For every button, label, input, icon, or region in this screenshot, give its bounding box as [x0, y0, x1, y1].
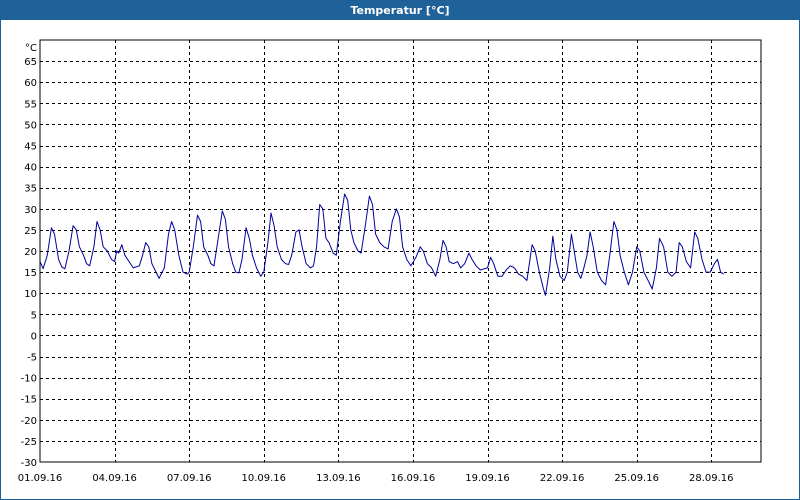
- y-tick-label: 35: [24, 184, 37, 195]
- temperature-line: [39, 193, 724, 296]
- y-tick-label: 0: [31, 331, 37, 342]
- x-tick-label: 07.09.16: [167, 473, 212, 484]
- y-tick-label: -10: [21, 374, 37, 385]
- y-tick-label: -5: [27, 353, 37, 364]
- y-tick-label: 5: [31, 310, 37, 321]
- x-tick-label: 25.09.16: [614, 473, 659, 484]
- x-tick-label: 28.09.16: [689, 473, 734, 484]
- x-tick-label: 22.09.16: [540, 473, 585, 484]
- plot-area: [39, 39, 762, 463]
- x-tick-label: 13.09.16: [316, 473, 361, 484]
- x-tick-label: 04.09.16: [92, 473, 137, 484]
- series-layer: [39, 193, 724, 296]
- x-tick-label: 10.09.16: [241, 473, 286, 484]
- y-axis-unit: °C: [25, 43, 37, 54]
- y-tick-label: 50: [24, 120, 37, 131]
- y-tick-label: 15: [24, 268, 37, 279]
- y-tick-label: 20: [24, 247, 37, 258]
- y-tick-label: 55: [24, 99, 37, 110]
- x-tick-label: 01.09.16: [18, 473, 63, 484]
- y-tick-label: 40: [24, 163, 37, 174]
- y-tick-label: -25: [21, 437, 37, 448]
- y-tick-label: 30: [24, 205, 37, 216]
- x-tick-label: 16.09.16: [391, 473, 436, 484]
- y-tick-label: -30: [21, 458, 37, 469]
- x-tick-label: 19.09.16: [465, 473, 510, 484]
- y-tick-label: 45: [24, 142, 37, 153]
- tick-labels: 65605550454035302520151050-5-10-15-20-25…: [18, 43, 734, 484]
- y-tick-label: -20: [21, 416, 37, 427]
- grid: [40, 40, 761, 462]
- y-tick-label: 60: [24, 78, 37, 89]
- y-tick-label: 25: [24, 226, 37, 237]
- y-tick-label: -15: [21, 395, 37, 406]
- y-tick-label: 10: [24, 289, 37, 300]
- chart-title: Temperatur [°C]: [350, 4, 450, 17]
- y-tick-label: 65: [24, 57, 37, 68]
- title-bar: [1, 1, 799, 20]
